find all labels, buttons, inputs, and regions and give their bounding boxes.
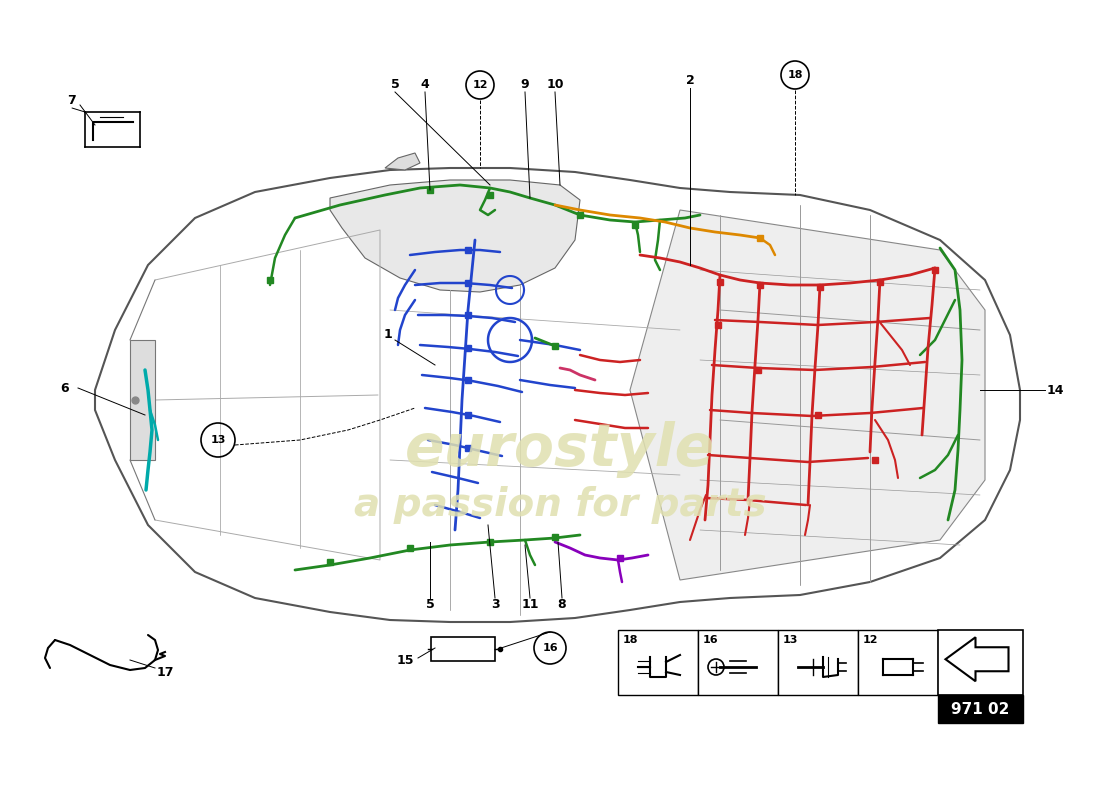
Text: 18: 18: [788, 70, 803, 80]
Polygon shape: [330, 180, 580, 292]
Polygon shape: [630, 210, 984, 580]
Text: 16: 16: [702, 635, 718, 645]
Polygon shape: [95, 168, 1020, 622]
Text: 1: 1: [384, 329, 393, 342]
FancyBboxPatch shape: [938, 695, 1023, 723]
Text: 9: 9: [520, 78, 529, 91]
Polygon shape: [130, 340, 155, 460]
Text: 971 02: 971 02: [952, 702, 1010, 717]
Text: 8: 8: [558, 598, 566, 611]
Text: 5: 5: [426, 598, 434, 611]
Text: 15: 15: [396, 654, 414, 666]
Text: 12: 12: [472, 80, 487, 90]
Text: 11: 11: [521, 598, 539, 611]
Text: 6: 6: [60, 382, 69, 394]
Text: 10: 10: [547, 78, 563, 91]
Polygon shape: [946, 638, 1009, 682]
Text: 18: 18: [623, 635, 638, 645]
Text: 16: 16: [542, 643, 558, 653]
Text: 13: 13: [210, 435, 225, 445]
Text: 3: 3: [491, 598, 499, 611]
FancyBboxPatch shape: [618, 630, 698, 695]
FancyBboxPatch shape: [698, 630, 778, 695]
FancyBboxPatch shape: [858, 630, 938, 695]
Text: 14: 14: [1046, 383, 1064, 397]
Text: 7: 7: [67, 94, 76, 106]
Polygon shape: [385, 153, 420, 170]
FancyBboxPatch shape: [778, 630, 858, 695]
Text: 4: 4: [420, 78, 429, 91]
Text: 5: 5: [390, 78, 399, 91]
Text: 13: 13: [782, 635, 797, 645]
FancyBboxPatch shape: [938, 630, 1023, 695]
Text: a passion for parts: a passion for parts: [354, 486, 767, 524]
Text: 12: 12: [862, 635, 878, 645]
Text: eurostyle: eurostyle: [405, 422, 715, 478]
Text: 17: 17: [156, 666, 174, 678]
Text: 2: 2: [685, 74, 694, 86]
